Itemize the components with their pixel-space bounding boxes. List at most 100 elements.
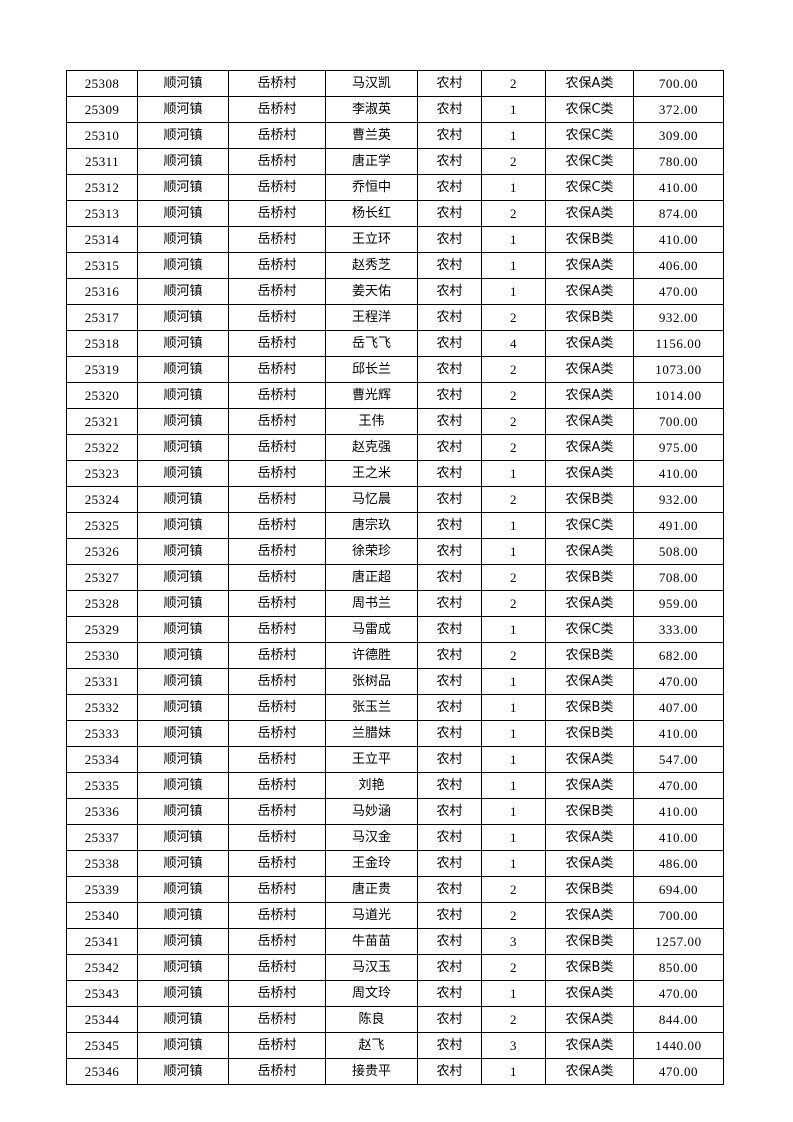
table-row: 25310 顺河镇 岳桥村 曹兰英 农村 1 农保C类 309.00	[66, 122, 724, 149]
cell-count: 2	[481, 148, 546, 175]
cell-category: 农保B类	[545, 564, 634, 591]
cell-town: 顺河镇	[137, 226, 229, 253]
cell-village: 岳桥村	[228, 460, 326, 487]
cell-village: 岳桥村	[228, 330, 326, 357]
cell-town: 顺河镇	[137, 330, 229, 357]
cell-village: 岳桥村	[228, 720, 326, 747]
cell-category: 农保A类	[545, 538, 634, 565]
cell-category: 农保A类	[545, 330, 634, 357]
cell-type: 农村	[417, 226, 482, 253]
cell-amount: 1440.00	[633, 1032, 724, 1059]
cell-amount: 850.00	[633, 954, 724, 981]
cell-name: 王伟	[325, 408, 418, 435]
table-row: 25344 顺河镇 岳桥村 陈良 农村 2 农保A类 844.00	[66, 1006, 724, 1033]
cell-type: 农村	[417, 278, 482, 305]
cell-count: 1	[481, 720, 546, 747]
cell-count: 4	[481, 330, 546, 357]
cell-village: 岳桥村	[228, 252, 326, 279]
cell-name: 王程洋	[325, 304, 418, 331]
cell-category: 农保C类	[545, 122, 634, 149]
cell-amount: 708.00	[633, 564, 724, 591]
cell-count: 1	[481, 772, 546, 799]
cell-category: 农保C类	[545, 148, 634, 175]
table-row: 25340 顺河镇 岳桥村 马道光 农村 2 农保A类 700.00	[66, 902, 724, 929]
cell-category: 农保C类	[545, 616, 634, 643]
cell-town: 顺河镇	[137, 876, 229, 903]
cell-name: 杨长红	[325, 200, 418, 227]
cell-type: 农村	[417, 434, 482, 461]
cell-id: 25317	[66, 304, 138, 331]
cell-count: 2	[481, 486, 546, 513]
cell-village: 岳桥村	[228, 590, 326, 617]
cell-type: 农村	[417, 668, 482, 695]
cell-amount: 547.00	[633, 746, 724, 773]
cell-count: 3	[481, 1032, 546, 1059]
cell-town: 顺河镇	[137, 798, 229, 825]
cell-name: 兰腊妹	[325, 720, 418, 747]
cell-village: 岳桥村	[228, 564, 326, 591]
cell-amount: 491.00	[633, 512, 724, 539]
cell-amount: 700.00	[633, 408, 724, 435]
cell-town: 顺河镇	[137, 278, 229, 305]
cell-id: 25322	[66, 434, 138, 461]
cell-amount: 1014.00	[633, 382, 724, 409]
cell-category: 农保A类	[545, 824, 634, 851]
cell-count: 1	[481, 460, 546, 487]
cell-id: 25324	[66, 486, 138, 513]
cell-name: 王金玲	[325, 850, 418, 877]
cell-category: 农保A类	[545, 668, 634, 695]
cell-type: 农村	[417, 148, 482, 175]
cell-type: 农村	[417, 122, 482, 149]
table-row: 25322 顺河镇 岳桥村 赵克强 农村 2 农保A类 975.00	[66, 434, 724, 461]
cell-village: 岳桥村	[228, 512, 326, 539]
cell-count: 2	[481, 564, 546, 591]
cell-type: 农村	[417, 954, 482, 981]
cell-amount: 959.00	[633, 590, 724, 617]
cell-type: 农村	[417, 96, 482, 123]
cell-category: 农保B类	[545, 642, 634, 669]
cell-town: 顺河镇	[137, 902, 229, 929]
cell-village: 岳桥村	[228, 226, 326, 253]
cell-type: 农村	[417, 252, 482, 279]
cell-village: 岳桥村	[228, 538, 326, 565]
cell-amount: 406.00	[633, 252, 724, 279]
cell-count: 1	[481, 512, 546, 539]
cell-count: 1	[481, 1058, 546, 1085]
cell-amount: 333.00	[633, 616, 724, 643]
cell-id: 25313	[66, 200, 138, 227]
cell-amount: 372.00	[633, 96, 724, 123]
table-row: 25345 顺河镇 岳桥村 赵飞 农村 3 农保A类 1440.00	[66, 1032, 724, 1059]
cell-name: 牛苗苗	[325, 928, 418, 955]
cell-category: 农保B类	[545, 928, 634, 955]
cell-type: 农村	[417, 590, 482, 617]
cell-town: 顺河镇	[137, 148, 229, 175]
cell-count: 1	[481, 122, 546, 149]
cell-amount: 410.00	[633, 720, 724, 747]
cell-id: 25341	[66, 928, 138, 955]
cell-type: 农村	[417, 694, 482, 721]
cell-amount: 486.00	[633, 850, 724, 877]
cell-town: 顺河镇	[137, 538, 229, 565]
cell-town: 顺河镇	[137, 408, 229, 435]
table-row: 25320 顺河镇 岳桥村 曹光辉 农村 2 农保A类 1014.00	[66, 382, 724, 409]
cell-town: 顺河镇	[137, 174, 229, 201]
table-row: 25327 顺河镇 岳桥村 唐正超 农村 2 农保B类 708.00	[66, 564, 724, 591]
cell-type: 农村	[417, 1032, 482, 1059]
cell-category: 农保C类	[545, 512, 634, 539]
cell-id: 25330	[66, 642, 138, 669]
table-row: 25313 顺河镇 岳桥村 杨长红 农村 2 农保A类 874.00	[66, 200, 724, 227]
cell-village: 岳桥村	[228, 850, 326, 877]
cell-name: 曹光辉	[325, 382, 418, 409]
table-row: 25326 顺河镇 岳桥村 徐荣珍 农村 1 农保A类 508.00	[66, 538, 724, 565]
cell-town: 顺河镇	[137, 1058, 229, 1085]
cell-count: 2	[481, 1006, 546, 1033]
cell-count: 1	[481, 616, 546, 643]
cell-category: 农保A类	[545, 200, 634, 227]
cell-name: 马汉凯	[325, 70, 418, 97]
cell-village: 岳桥村	[228, 902, 326, 929]
table-row: 25330 顺河镇 岳桥村 许德胜 农村 2 农保B类 682.00	[66, 642, 724, 669]
table-row: 25331 顺河镇 岳桥村 张树品 农村 1 农保A类 470.00	[66, 668, 724, 695]
cell-type: 农村	[417, 876, 482, 903]
cell-id: 25343	[66, 980, 138, 1007]
